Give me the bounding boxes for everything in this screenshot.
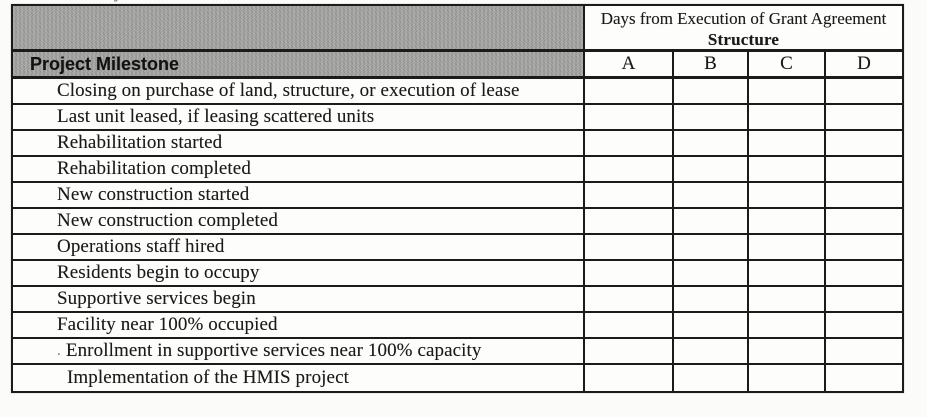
value-cell-d [826, 339, 902, 365]
column-header-b: B [674, 52, 749, 79]
value-cell-b [674, 79, 749, 105]
value-cell-c [749, 131, 826, 157]
value-cell-a [585, 79, 674, 105]
value-cell-c [749, 105, 826, 131]
header-corner-cell [13, 6, 585, 52]
value-cell-a [585, 313, 674, 339]
milestone-cell: Rehabilitation started [13, 131, 585, 157]
value-cell-c [749, 339, 826, 365]
milestone-column-header: Project Milestone [13, 52, 585, 79]
value-cell-d [826, 313, 902, 339]
value-cell-d [826, 157, 902, 183]
value-cell-c [749, 287, 826, 313]
milestone-cell: Supportive services begin [13, 287, 585, 313]
value-cell-c [749, 183, 826, 209]
value-cell-b [674, 131, 749, 157]
milestone-cell: Closing on purchase of land, structure, … [13, 79, 585, 105]
value-cell-a [585, 209, 674, 235]
days-header-line1: Days from Execution of Grant Agreement [600, 9, 887, 28]
days-header-line2: Structure [707, 30, 780, 49]
milestone-cell: . Enrollment in supportive services near … [13, 339, 585, 365]
value-cell-c [749, 313, 826, 339]
value-cell-a [585, 183, 674, 209]
value-cell-a [585, 261, 674, 287]
value-cell-a [585, 131, 674, 157]
value-cell-a [585, 235, 674, 261]
milestone-cell: Implementation of the HMIS project [13, 365, 585, 391]
milestones-table: Days from Execution of Grant Agreement S… [11, 4, 904, 393]
value-cell-d [826, 105, 902, 131]
value-cell-b [674, 105, 749, 131]
value-cell-a [585, 157, 674, 183]
value-cell-b [674, 339, 749, 365]
milestone-label: Enrollment in supportive services near 1… [65, 340, 482, 361]
value-cell-d [826, 183, 902, 209]
value-cell-c [749, 79, 826, 105]
value-cell-b [674, 157, 749, 183]
scan-dot-artifact: . [57, 342, 61, 359]
value-cell-d [826, 209, 902, 235]
value-cell-a [585, 287, 674, 313]
value-cell-d [826, 261, 902, 287]
value-cell-c [749, 261, 826, 287]
milestone-cell: Facility near 100% occupied [13, 313, 585, 339]
milestone-cell: Operations staff hired [13, 235, 585, 261]
value-cell-c [749, 365, 826, 391]
value-cell-b [674, 313, 749, 339]
value-cell-d [826, 235, 902, 261]
column-header-a: A [585, 52, 674, 79]
milestone-cell: Rehabilitation completed [13, 157, 585, 183]
value-cell-a [585, 339, 674, 365]
value-cell-b [674, 235, 749, 261]
milestone-cell: New construction started [13, 183, 585, 209]
value-cell-b [674, 261, 749, 287]
value-cell-c [749, 235, 826, 261]
value-cell-c [749, 157, 826, 183]
value-cell-d [826, 365, 902, 391]
value-cell-d [826, 79, 902, 105]
days-header-cell: Days from Execution of Grant Agreement S… [585, 6, 902, 52]
value-cell-a [585, 365, 674, 391]
milestone-cell: Residents begin to occupy [13, 261, 585, 287]
milestone-cell: New construction completed [13, 209, 585, 235]
value-cell-b [674, 287, 749, 313]
column-header-d: D [826, 52, 902, 79]
value-cell-a [585, 105, 674, 131]
milestone-cell: Last unit leased, if leasing scattered u… [13, 105, 585, 131]
value-cell-b [674, 209, 749, 235]
value-cell-d [826, 131, 902, 157]
value-cell-b [674, 183, 749, 209]
cropped-text-artifact: y [112, 0, 128, 5]
value-cell-d [826, 287, 902, 313]
cropped-glyph: y [114, 0, 122, 3]
value-cell-b [674, 365, 749, 391]
value-cell-c [749, 209, 826, 235]
column-header-c: C [749, 52, 826, 79]
